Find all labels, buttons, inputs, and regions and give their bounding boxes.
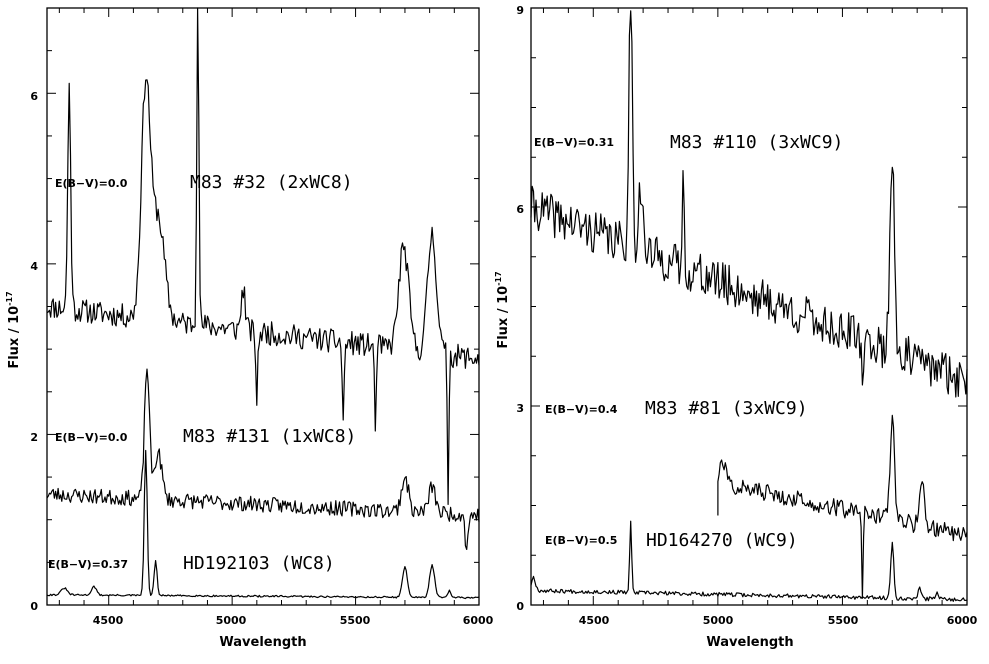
left-ticks (47, 7, 480, 606)
right-series-3-label: HD164270 (WC9) (646, 530, 798, 551)
right-y-tick-label: 6 (516, 203, 524, 216)
right-plot-frame (530, 7, 968, 606)
left-y-axis-label-group: Flux / 10-17 (5, 291, 22, 368)
right-series-2-label: M83 #81 (3xWC9) (645, 398, 808, 419)
right-y-tick-label: 9 (516, 4, 524, 17)
left-panel: 6 4 2 0 4500 5000 5500 6000 Wavelength F… (5, 7, 494, 650)
left-y-tick-label: 2 (30, 431, 38, 444)
right-panel: 9 6 3 0 4500 5000 5500 6000 Wavelength F… (494, 4, 978, 650)
left-spectra (46, 7, 480, 600)
left-y-axis-label: Flux / 10-17 (5, 291, 22, 368)
right-series-1-label: M83 #110 (3xWC9) (670, 132, 843, 153)
right-y-tick-label: 3 (516, 402, 524, 415)
left-series-2-reddening: E(B−V)=0.0 (55, 431, 128, 444)
left-spectrum-series-1 (46, 7, 480, 505)
left-series-1-reddening: E(B−V)=0.0 (55, 177, 128, 190)
left-x-tick-label: 6000 (463, 614, 494, 627)
left-spectrum-series-2 (46, 368, 480, 550)
left-y-tick-label: 6 (30, 90, 38, 103)
left-x-tick-label: 5000 (216, 614, 247, 627)
right-spectrum-series-1 (530, 10, 968, 398)
right-x-tick-label: 5000 (703, 614, 734, 627)
right-y-axis-label: Flux / 10-17 (494, 271, 511, 348)
left-series-3-label: HD192103 (WC8) (183, 553, 335, 574)
left-series-1-label: M83 #32 (2xWC8) (190, 172, 353, 193)
left-spectrum-series-3 (46, 449, 480, 600)
right-x-axis-label: Wavelength (706, 635, 793, 650)
left-x-tick-label: 5500 (340, 614, 371, 627)
right-x-tick-label: 4500 (579, 614, 610, 627)
right-series-1-reddening: E(B−V)=0.31 (534, 136, 614, 149)
right-ticks (531, 7, 968, 606)
right-y-axis-label-group: Flux / 10-17 (494, 271, 511, 348)
left-series-2-label: M83 #131 (1xWC8) (183, 426, 356, 447)
right-spectrum-series-2 (717, 414, 968, 599)
left-y-tick-label: 4 (30, 260, 38, 273)
left-y-tick-label: 0 (30, 600, 38, 613)
right-x-tick-label: 5500 (828, 614, 859, 627)
right-series-2-reddening: E(B−V)=0.4 (545, 403, 618, 416)
right-series-3-reddening: E(B−V)=0.5 (545, 534, 617, 547)
left-x-tick-label: 4500 (93, 614, 124, 627)
right-spectrum-series-3 (530, 520, 968, 602)
right-x-tick-label: 6000 (947, 614, 978, 627)
left-x-axis-label: Wavelength (219, 635, 306, 650)
right-spectra (530, 10, 968, 602)
left-series-3-reddening: E(B−V)=0.37 (48, 558, 128, 571)
right-y-tick-label: 0 (516, 600, 524, 613)
